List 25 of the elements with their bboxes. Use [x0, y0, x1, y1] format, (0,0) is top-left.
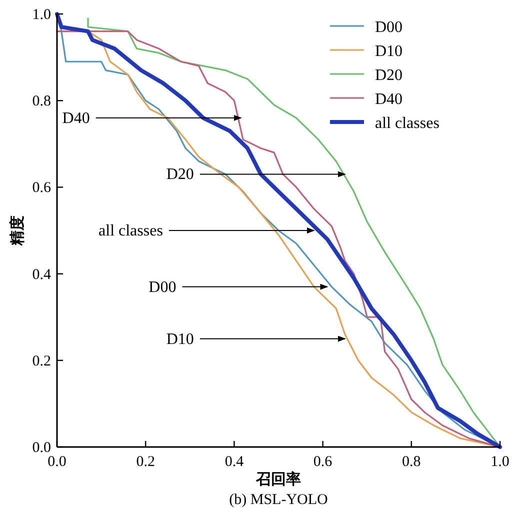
y-tick-label: 0.8 [32, 94, 51, 110]
x-tick-label: 0.2 [136, 454, 155, 470]
y-tick-label: 0.2 [32, 353, 51, 370]
y-tick-label: 0.6 [32, 180, 52, 196]
y-tick-label: 0.4 [32, 266, 52, 283]
x-tick-label: 0.0 [48, 454, 66, 470]
x-tick-label: 0.4 [224, 454, 244, 470]
x-tick-label: 0.6 [313, 454, 333, 470]
text: (b) MSL-YOLO [229, 492, 328, 508]
x-axis-title: 召回率 [255, 470, 301, 488]
y-tick-label: 1.0 [32, 7, 51, 23]
legend-label: D00 [375, 19, 403, 36]
y-tick-label: 0.0 [32, 440, 51, 456]
annotation: D20 [166, 166, 194, 184]
annotation: all classes [98, 222, 163, 240]
annotation: D10 [166, 330, 194, 348]
annotation: D00 [148, 278, 176, 296]
legend-label: D40 [375, 91, 403, 108]
legend-label: all classes [375, 115, 440, 132]
annotation: D40 [62, 110, 90, 127]
x-tick-label: 1.0 [490, 454, 510, 470]
legend-label: D10 [375, 43, 403, 60]
legend-label: D20 [375, 67, 403, 84]
y-axis-title: 精度 [8, 216, 26, 246]
x-tick-label: 0.8 [402, 454, 421, 470]
